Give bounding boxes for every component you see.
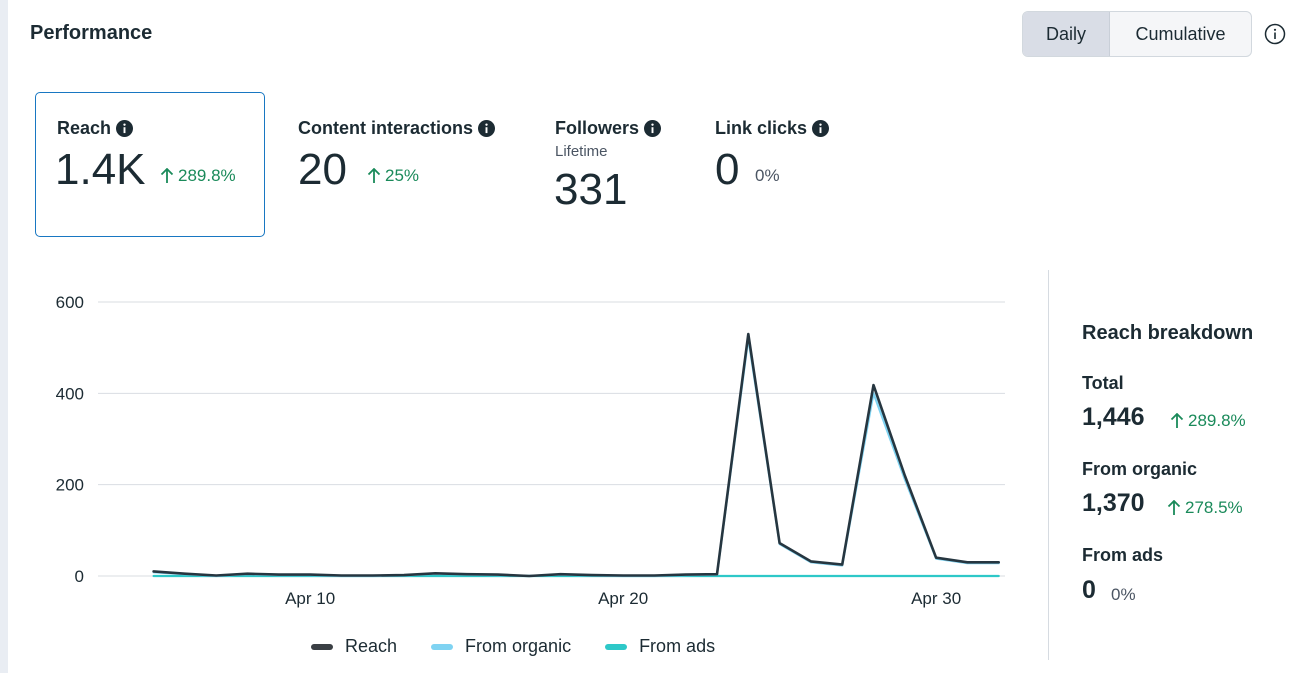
view-toggle: Daily Cumulative xyxy=(1022,11,1252,57)
x-tick-label: Apr 10 xyxy=(285,589,335,608)
breakdown-label-organic: From organic xyxy=(1082,459,1198,479)
x-tick-label: Apr 20 xyxy=(598,589,648,608)
info-filled-icon[interactable] xyxy=(812,120,830,137)
arrow-up-icon xyxy=(160,168,174,183)
chart-legend: Reach From organic From ads xyxy=(311,636,715,657)
breakdown-title: Reach breakdown xyxy=(1082,322,1254,344)
breakdown-value-ads: 0 xyxy=(1082,576,1096,604)
metric-change-content-interactions: 25% xyxy=(367,166,419,186)
metric-change-link-clicks: 0% xyxy=(755,166,780,185)
info-icon[interactable] xyxy=(1264,23,1286,45)
page-title: Performance xyxy=(30,22,153,44)
panel-divider xyxy=(1048,270,1049,660)
arrow-up-icon xyxy=(1170,413,1184,428)
metric-value-followers: 331 xyxy=(554,165,628,214)
x-tick-label: Apr 30 xyxy=(911,589,961,608)
legend-swatch-reach xyxy=(311,643,333,650)
y-tick-label: 200 xyxy=(56,476,84,495)
metric-value-reach: 1.4K xyxy=(55,145,146,194)
breakdown-change-organic: 278.5% xyxy=(1167,498,1243,518)
series-line-organic xyxy=(152,337,1000,578)
info-filled-icon[interactable] xyxy=(478,120,496,137)
y-tick-label: 0 xyxy=(75,567,84,586)
legend-item-ads[interactable]: From ads xyxy=(605,636,715,657)
breakdown-change-ads: 0% xyxy=(1111,585,1136,604)
breakdown-change-total: 289.8% xyxy=(1170,411,1246,431)
legend-swatch-organic xyxy=(431,643,454,650)
metric-value-content-interactions: 20 xyxy=(298,145,347,194)
series-line-reach xyxy=(152,332,1001,578)
y-tick-label: 400 xyxy=(56,384,84,403)
cumulative-toggle-button[interactable]: Cumulative xyxy=(1135,23,1226,44)
info-filled-icon[interactable] xyxy=(644,120,662,137)
legend-item-organic[interactable]: From organic xyxy=(431,636,571,657)
metric-card-reach[interactable] xyxy=(35,92,265,237)
performance-card: Performance Daily Cumulative Reach 1.4K … xyxy=(8,0,1306,673)
daily-toggle-button[interactable]: Daily xyxy=(1023,12,1110,56)
breakdown-label-ads: From ads xyxy=(1082,545,1164,565)
legend-item-reach[interactable]: Reach xyxy=(311,636,397,657)
metric-label-followers: Followers xyxy=(555,118,662,139)
arrow-up-icon xyxy=(367,168,381,183)
metric-change-reach: 289.8% xyxy=(160,166,236,186)
metric-value-link-clicks: 0 xyxy=(715,145,740,194)
breakdown-value-organic: 1,370 xyxy=(1082,489,1145,517)
arrow-up-icon xyxy=(1167,500,1181,515)
metric-label-reach: Reach xyxy=(57,118,134,139)
info-filled-icon[interactable] xyxy=(116,120,134,137)
metric-label-link-clicks: Link clicks xyxy=(715,118,830,139)
breakdown-value-total: 1,446 xyxy=(1082,403,1145,431)
reach-line-chart: 0 200 400 600 Apr 10 Apr 20 Apr 30 xyxy=(56,293,1005,608)
legend-swatch-ads xyxy=(605,643,628,650)
y-tick-label: 600 xyxy=(56,293,84,312)
metric-label-content-interactions: Content interactions xyxy=(298,118,496,139)
breakdown-label-total: Total xyxy=(1082,373,1124,393)
metric-sublabel-followers: Lifetime xyxy=(555,143,608,160)
